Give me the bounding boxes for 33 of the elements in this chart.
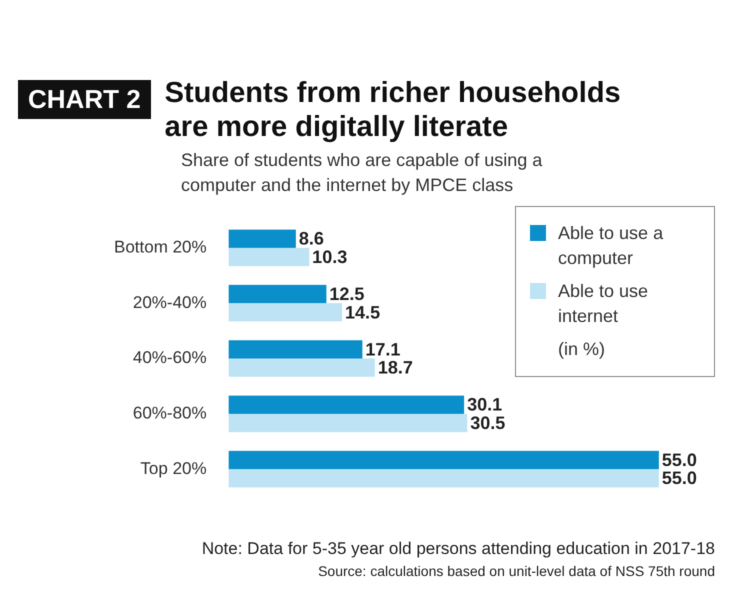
y-tick-label: Bottom 20% — [114, 238, 207, 257]
data-label: 55.0 — [662, 450, 697, 470]
data-label: 55.0 — [662, 468, 697, 488]
y-tick-label: 40%-60% — [132, 348, 207, 368]
data-label: 30.1 — [467, 394, 502, 415]
data-label: 10.3 — [312, 246, 348, 267]
annotation: (in %) — [558, 338, 606, 361]
bar — [228, 340, 362, 358]
bar — [228, 469, 659, 488]
text: Note: Data for 5-35 year old persons attending education in 2017-18 — [200, 538, 715, 560]
bar — [228, 303, 342, 322]
bar — [228, 230, 296, 248]
y-tick-label: 20%-40% — [132, 292, 207, 312]
bar — [228, 414, 468, 432]
legend-label: Able to use internet — [558, 280, 650, 328]
data-label: 14.5 — [345, 302, 380, 322]
source-note: Source: calculations based on unit-level data of NSS 75th round — [317, 562, 715, 581]
bar — [228, 284, 326, 304]
legend-label: Able to use a computer — [558, 222, 664, 270]
data-label: 18.7 — [378, 358, 413, 378]
bar — [228, 358, 375, 377]
data-label: 17.1 — [365, 339, 400, 360]
bar — [228, 248, 310, 266]
caption: CHART 2 — [18, 80, 151, 119]
bar — [228, 450, 659, 470]
chart-subtitle: Share of students who are capable of using a computer and the internet by MPCE class — [181, 149, 544, 197]
data-label: 12.5 — [329, 284, 364, 304]
chart-title: Students from richer households are more digitally literate — [164, 76, 622, 144]
y-tick-label: 60%-80% — [132, 404, 207, 423]
y-tick-label: Top 20% — [140, 458, 207, 478]
bar — [228, 396, 464, 414]
data-label: 8.6 — [298, 228, 324, 249]
data-label: 30.5 — [470, 412, 506, 433]
